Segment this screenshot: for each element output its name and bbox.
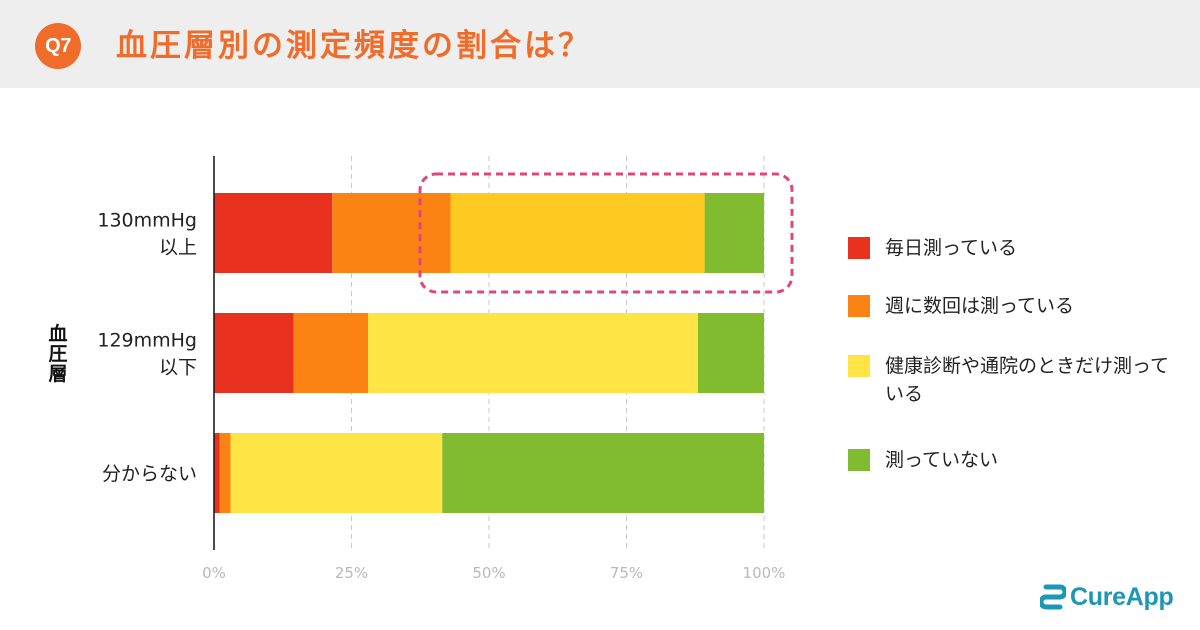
bar-segment	[293, 313, 368, 393]
cureapp-logo-icon	[1040, 584, 1066, 610]
category-label: 130mmHg	[97, 210, 197, 232]
legend-swatch	[848, 449, 870, 471]
y-axis-title-char: 層	[48, 363, 67, 385]
category-label: 129mmHg	[97, 330, 197, 352]
highlight-box	[418, 172, 794, 294]
x-tick-label: 50%	[472, 564, 505, 582]
cureapp-logo-text: CureApp	[1070, 582, 1174, 611]
bar-segment	[214, 193, 333, 273]
bar-segment	[214, 433, 220, 513]
bar-segment	[704, 193, 764, 273]
x-tick-label: 75%	[610, 564, 643, 582]
category-label: 分からない	[102, 463, 197, 485]
category-label: 以下	[159, 357, 197, 379]
x-tick-label: 25%	[335, 564, 368, 582]
y-axis-title-char: 圧	[48, 343, 67, 365]
y-axis-title-char: 血	[48, 322, 67, 345]
legend-label: 健康診断や通院のときだけ測っている	[885, 355, 1170, 405]
bar-segment	[450, 193, 705, 273]
header-bar: Q7 血圧層別の測定頻度の割合は？	[0, 0, 1200, 88]
x-tick-label: 100%	[743, 564, 786, 582]
category-label: 以上	[159, 237, 197, 259]
legend-label: 毎日測っている	[885, 237, 1018, 259]
legend-label: 週に数回は測っている	[885, 295, 1075, 317]
legend-label: 測っていない	[885, 449, 999, 471]
legend-swatch	[848, 295, 870, 317]
x-tick-label: 0%	[202, 564, 226, 582]
question-badge: Q7	[35, 23, 81, 69]
legend-swatch	[848, 237, 870, 259]
bar-segment	[219, 433, 231, 513]
bar-segment	[214, 313, 294, 393]
page-title: 血圧層別の測定頻度の割合は？	[116, 28, 592, 64]
bar-segment	[368, 313, 698, 393]
bar-segment	[698, 313, 764, 393]
legend-swatch	[848, 355, 870, 377]
cureapp-logo: CureApp	[1040, 580, 1174, 614]
bar-segment	[442, 433, 764, 513]
bar-segment	[332, 193, 451, 273]
bar-segment	[230, 433, 443, 513]
